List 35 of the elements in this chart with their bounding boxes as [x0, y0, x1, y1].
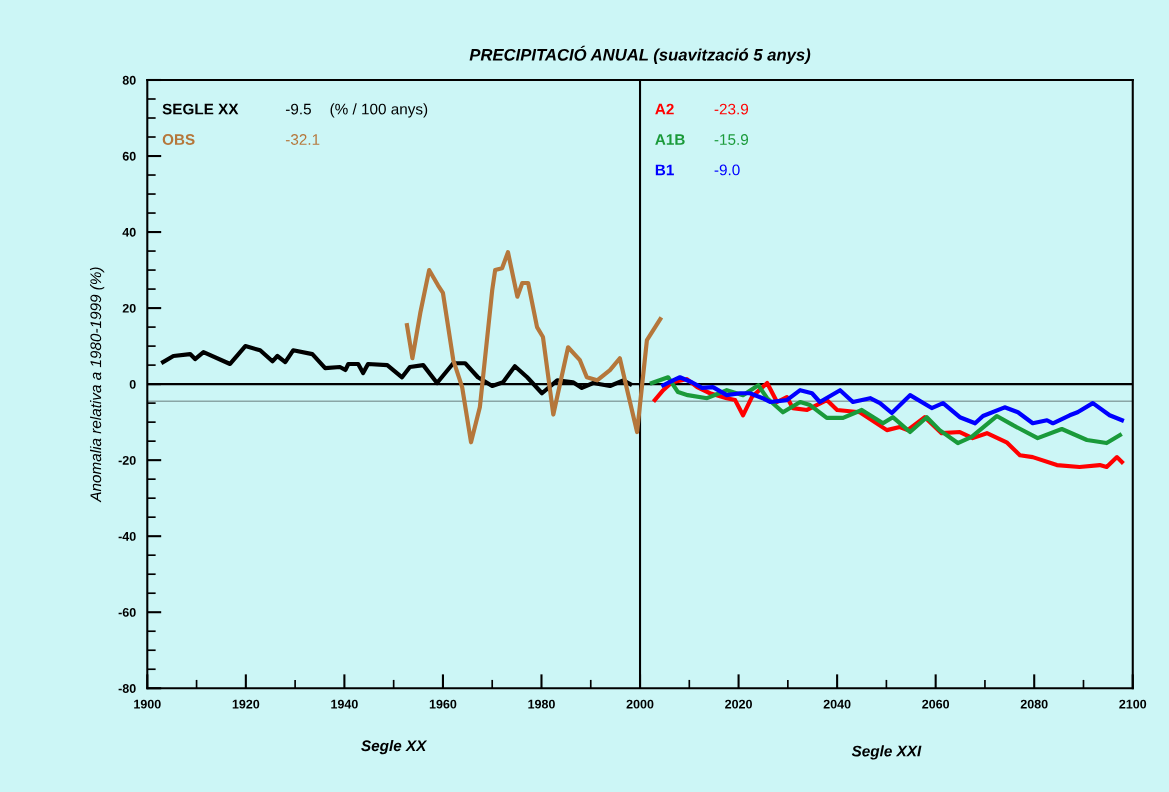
y-axis-title: Anomalia relativa a 1980-1999 (%) [89, 267, 105, 503]
annotation: -32.1 [285, 134, 320, 145]
y-tick-label: -40 [118, 531, 136, 541]
x-axis-title: Segle XX [361, 739, 428, 755]
y-tick-label: -80 [118, 684, 136, 693]
text: Segle XXI [851, 745, 922, 760]
x-tick-label: 2100 [1119, 699, 1147, 709]
y-tick-label: 60 [122, 151, 136, 161]
x-tick-label: 2060 [922, 699, 950, 709]
x-tick-label: 2000 [626, 699, 654, 709]
y-tick-label: 80 [122, 75, 136, 85]
x-tick-label: 1980 [528, 699, 555, 709]
x-tick-label: 2040 [823, 699, 851, 709]
text: B1 [655, 164, 674, 176]
chart-title: PRECIPITACIÓ ANUAL (suavització 5 anys) [469, 45, 811, 65]
x-tick-label: 2080 [1020, 699, 1048, 709]
annotation: -9.5 [285, 103, 311, 115]
text: OBS [162, 134, 195, 145]
x-tick-label: 1960 [429, 699, 457, 709]
y-tick-label: 0 [129, 379, 136, 389]
y-tick-label: -20 [118, 455, 136, 465]
x-tick-label: 1900 [134, 699, 161, 709]
annotation: -15.9 [714, 134, 749, 145]
text: A1B [655, 134, 685, 145]
x-tick-label: 1940 [331, 699, 358, 709]
annotation: -9.0 [714, 164, 740, 176]
annotation: (% / 100 anys) [330, 103, 428, 118]
y-tick-label: -60 [118, 608, 136, 617]
y-tick-label: 40 [122, 227, 136, 237]
text: A2 [655, 103, 674, 115]
annotation: -23.9 [714, 103, 749, 115]
x-tick-label: 2020 [725, 699, 752, 709]
text: SEGLE XX [162, 103, 239, 115]
y-tick-label: 20 [122, 303, 136, 313]
x-tick-label: 1920 [232, 699, 260, 709]
